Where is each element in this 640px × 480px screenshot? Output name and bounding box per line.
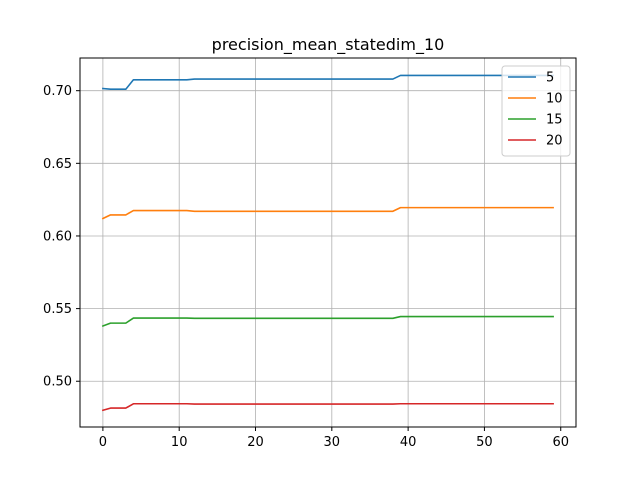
series-line-15 [101,315,554,328]
series-line-10 [101,206,554,220]
grid-lines [80,58,576,427]
legend-box [501,65,571,157]
x-tick-label: 10 [171,435,188,450]
legend: 5 10 15 20 [501,65,571,157]
x-tick-label: 40 [400,435,417,450]
x-tick-label: 0 [99,435,107,450]
axis-ticks: 0 10 20 30 40 50 60 0.50 0.55 0.60 0.65 0.70 [43,84,569,450]
x-tick-label: 60 [552,435,569,450]
y-tick-label: 0.55 [43,302,72,317]
x-tick-label: 30 [324,435,341,450]
series-lines [101,74,554,412]
legend-label-5: 5 [546,71,554,86]
series-line-5 [102,74,554,91]
legend-label-20: 20 [546,134,563,149]
series-line-20 [101,402,554,412]
y-tick-label: 0.70 [43,84,72,99]
y-tick-label: 0.60 [43,229,72,244]
chart-title: precision_mean_statedim_10 [212,35,445,55]
legend-label-10: 10 [546,92,563,107]
x-tick-label: 50 [476,435,493,450]
legend-label-15: 15 [546,113,563,128]
y-tick-label: 0.50 [43,375,72,390]
y-tick-label: 0.65 [43,157,72,172]
x-tick-label: 20 [247,435,264,450]
axes-frame [79,57,577,428]
